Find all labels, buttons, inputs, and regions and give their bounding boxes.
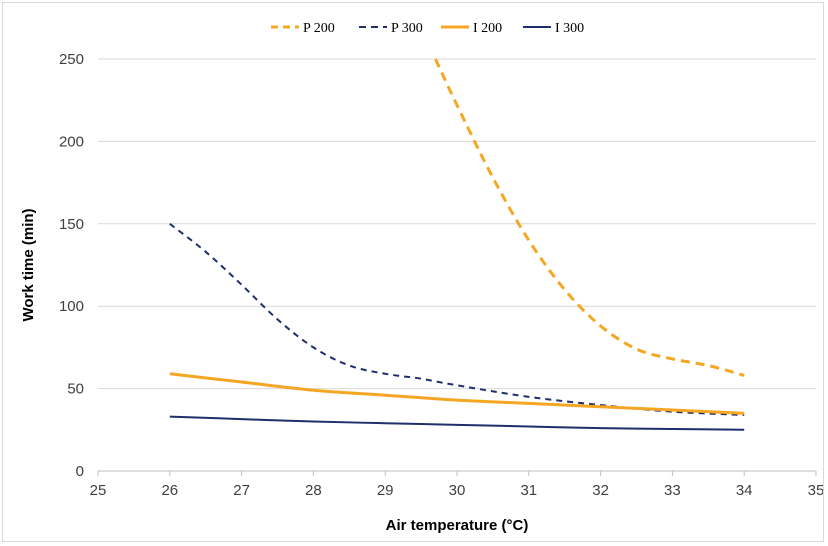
legend-label: P 300 <box>391 21 423 36</box>
series-line-i-200 <box>169 372 745 415</box>
y-tick-labels: 0 50 100 150 200 250 <box>59 51 84 480</box>
x-tick-label: 35 <box>808 482 823 499</box>
x-axis-title: Air temperature (°C) <box>386 517 529 534</box>
x-tick-label: 28 <box>305 482 322 499</box>
x-tick-label: 32 <box>592 482 609 499</box>
y-tick-label: 100 <box>59 298 84 315</box>
y-axis-title: Work time (min) <box>20 208 37 321</box>
y-tick-label: 50 <box>67 381 84 398</box>
x-tick-label: 30 <box>449 482 466 499</box>
x-tick-label: 34 <box>736 482 753 499</box>
x-tick-label: 33 <box>664 482 681 499</box>
x-tick-label: 26 <box>161 482 178 499</box>
legend-label: P 200 <box>303 21 335 36</box>
grid-lines <box>98 58 816 390</box>
y-tick-label: 0 <box>76 463 84 480</box>
series-lines <box>169 58 745 431</box>
legend-label: I 300 <box>555 21 584 36</box>
x-tick-labels: 25 26 27 28 29 30 31 32 33 34 35 <box>90 482 823 499</box>
x-tick-label: 31 <box>520 482 537 499</box>
y-tick-label: 200 <box>59 133 84 150</box>
line-chart: 25 26 27 28 29 30 31 32 33 34 35 0 50 100 150 200 250 P… <box>20 21 823 534</box>
series-line-p-200 <box>434 58 745 377</box>
y-tick-label: 250 <box>59 51 84 68</box>
legend-label: I 200 <box>473 21 502 36</box>
x-tick-label: 29 <box>377 482 394 499</box>
series-line-p-300 <box>169 223 745 416</box>
x-tick-label: 25 <box>90 482 107 499</box>
x-tick-label: 27 <box>233 482 250 499</box>
series-line-i-300 <box>169 415 745 431</box>
axes <box>97 470 817 476</box>
legend: P 200 P 300 I 200 I 300 <box>271 21 584 36</box>
y-tick-label: 150 <box>59 216 84 233</box>
